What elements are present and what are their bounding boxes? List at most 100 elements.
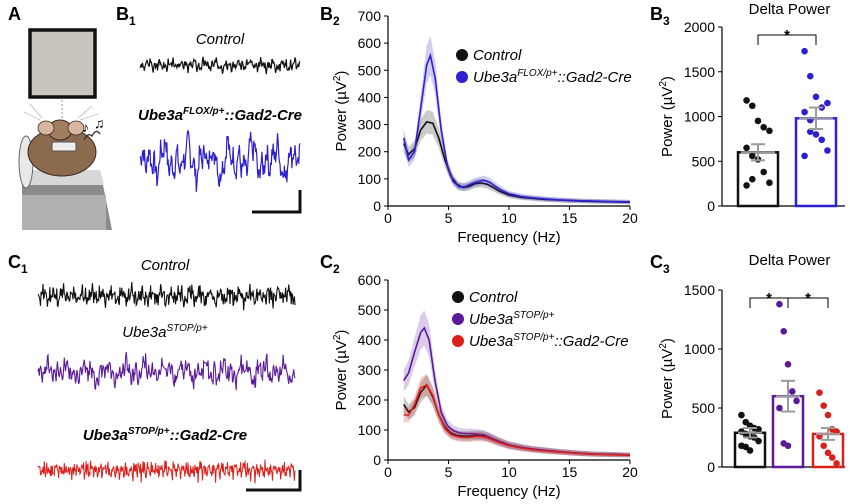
data-point — [820, 402, 828, 409]
legend-sup: STOP/p+ — [513, 332, 554, 343]
x-tick-label: 15 — [562, 210, 578, 226]
data-point — [801, 152, 808, 160]
y-axis-label-sup: 2 — [332, 334, 343, 340]
y-axis-label-part: Power (µV — [333, 340, 350, 410]
scale-bar — [252, 190, 302, 214]
legend-sup: STOP/p+ — [513, 310, 554, 321]
data-point — [743, 97, 750, 104]
y-tick-label: 0 — [373, 198, 381, 214]
y-tick-label: 1000 — [684, 109, 715, 125]
data-point — [816, 389, 823, 396]
data-point — [755, 437, 762, 445]
y-tick-label: 200 — [358, 392, 382, 408]
bar — [736, 151, 780, 208]
y-axis-label-part: ) — [659, 338, 676, 343]
y-tick-label: 1500 — [684, 64, 715, 80]
significance-star: * — [766, 290, 772, 307]
mouse-illustration: ♪ ♫ — [18, 28, 112, 230]
legend-marker — [452, 291, 464, 303]
x-tick-label: 20 — [622, 210, 638, 226]
data-point — [748, 152, 756, 160]
significance-star: * — [805, 290, 811, 307]
y-axis-label: Power (µV2) — [332, 71, 350, 152]
y-tick-label: 700 — [358, 8, 382, 24]
panel-label-c2: C2 — [320, 252, 340, 276]
significance-bracket — [787, 297, 829, 308]
data-point — [828, 454, 836, 461]
chart-b2-power-spectrum: 0 5 10 15 200100200300400500600700Frequency … — [332, 8, 638, 246]
legend-marker — [452, 313, 464, 325]
series-band — [403, 35, 630, 205]
data-point — [820, 442, 828, 450]
y-axis-label: Power (µV2) — [658, 338, 676, 419]
legend-text: Ube3a — [469, 333, 513, 350]
data-point — [801, 47, 808, 55]
data-point — [746, 447, 754, 454]
data-point — [738, 411, 745, 419]
legend-text: Ube3a — [473, 69, 517, 86]
data-point — [818, 136, 826, 144]
x-tick-label: 5 — [445, 210, 453, 226]
chart-title: Delta Power — [749, 1, 831, 18]
legend-text: Control — [469, 289, 518, 306]
data-point — [812, 131, 820, 138]
y-tick-label: 200 — [358, 144, 382, 160]
x-axis-label: Frequency (Hz) — [457, 483, 560, 500]
trace-label-control: Control — [196, 31, 245, 48]
series-band — [403, 310, 630, 458]
legend-marker — [456, 71, 468, 83]
x-tick-label: 5 — [445, 464, 453, 480]
x-tick-label: 0 — [384, 464, 392, 480]
series-line — [403, 383, 631, 456]
series-band — [403, 110, 630, 205]
panel-label-b2: B2 — [320, 4, 340, 28]
y-axis-label-sup: 2 — [658, 343, 669, 349]
eeg-trace-control — [139, 56, 301, 75]
trace-label-stop-gad2: Ube3aSTOP/p+::Gad2-Cre — [83, 426, 247, 444]
x-tick-label: 10 — [501, 464, 517, 480]
y-axis-label: Power (µV2) — [658, 76, 676, 157]
data-point — [743, 182, 750, 189]
data-point — [754, 117, 762, 125]
legend-text: ::Gad2-Cre — [558, 69, 632, 86]
legend-entry: Ube3aSTOP/p+::Gad2-Cre — [469, 332, 629, 350]
data-point — [766, 179, 773, 187]
data-point — [776, 404, 783, 412]
y-tick-label: 600 — [358, 272, 382, 288]
data-point — [806, 72, 814, 80]
data-point — [776, 300, 783, 308]
scale-bar — [246, 470, 302, 492]
data-point — [793, 397, 800, 405]
y-axis-label-part: ) — [333, 330, 350, 335]
panel-c1-traces: Control Ube3aSTOP/p+ Ube3aSTOP/p+::Gad2-… — [37, 257, 302, 492]
data-point — [812, 93, 820, 101]
data-point — [801, 108, 808, 116]
y-tick-label: 100 — [358, 422, 382, 438]
visual-stimulus-square — [28, 28, 97, 99]
y-tick-label: 400 — [358, 332, 382, 348]
legend-entry: Ube3aFLOX/p+::Gad2-Cre — [473, 68, 632, 86]
eeg-trace-control — [37, 282, 296, 311]
music-note-icon: ♪ — [82, 119, 89, 135]
data-point — [748, 102, 756, 110]
data-point — [766, 127, 773, 135]
data-point — [824, 449, 832, 457]
y-tick-label: 0 — [707, 459, 715, 475]
y-axis-label-part: Power (µV — [659, 87, 676, 157]
legend-marker — [452, 335, 464, 347]
x-tick-label: 20 — [622, 464, 638, 480]
panel-label-b1: B1 — [116, 4, 136, 28]
y-tick-label: 500 — [692, 153, 716, 169]
data-point — [833, 460, 840, 467]
series-line — [402, 121, 631, 203]
y-tick-label: 0 — [707, 198, 715, 214]
panel-label-b3: B3 — [650, 4, 670, 28]
y-tick-label: 0 — [373, 452, 381, 468]
data-point — [760, 123, 768, 131]
significance-star: * — [784, 27, 790, 44]
data-point — [780, 328, 788, 335]
y-axis-label-part: ) — [659, 76, 676, 81]
data-point — [755, 425, 762, 433]
series-line — [402, 52, 631, 203]
y-tick-label: 100 — [358, 171, 382, 187]
